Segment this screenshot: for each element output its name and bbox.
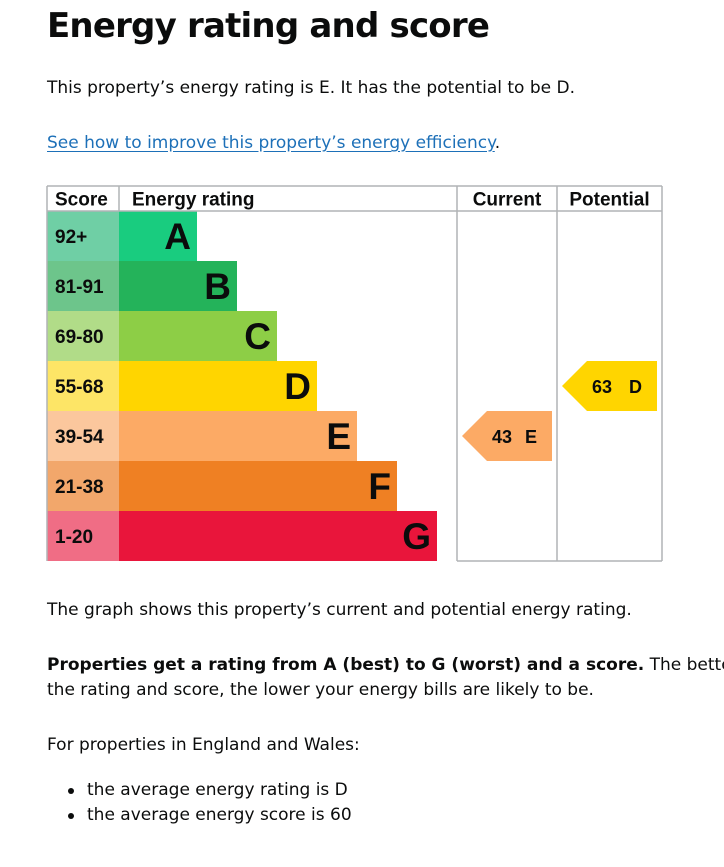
current-rating-letter: E xyxy=(525,427,537,447)
current-rating-score: 43 xyxy=(492,427,512,447)
score-range-d: 55-68 xyxy=(55,377,104,398)
score-range-e: 39-54 xyxy=(55,427,104,448)
score-cell-d xyxy=(47,361,119,411)
potential-rating-arrow xyxy=(562,361,657,411)
band-letter-c: C xyxy=(244,316,271,357)
band-letter-b: B xyxy=(204,266,231,307)
rating-summary: This property’s energy rating is E. It h… xyxy=(47,78,575,98)
rating-explanation-line2: the rating and score, the lower your ene… xyxy=(47,680,594,700)
header-energy-rating: Energy rating xyxy=(132,190,254,211)
potential-rating-letter: D xyxy=(629,377,642,397)
rating-explanation-rest: The better xyxy=(649,655,724,675)
score-range-f: 21-38 xyxy=(55,477,104,498)
rating-explanation: Properties get a rating from A (best) to… xyxy=(47,653,724,678)
score-cell-e xyxy=(47,411,119,461)
improve-paragraph: See how to improve this property’s energ… xyxy=(47,131,500,156)
band-bar-g xyxy=(119,511,437,561)
band-bar-e xyxy=(119,411,357,461)
improve-efficiency-link[interactable]: See how to improve this property’s energ… xyxy=(47,133,495,153)
rating-explanation-bold: Properties get a rating from A (best) to… xyxy=(47,655,645,675)
band-letter-f: F xyxy=(368,466,391,507)
band-bar-f xyxy=(119,461,397,511)
score-cell-a xyxy=(47,211,119,261)
score-cell-c xyxy=(47,311,119,361)
score-cell-f xyxy=(47,461,119,511)
header-current: Current xyxy=(473,190,542,211)
list-item: the average energy rating is D xyxy=(47,778,352,803)
band-bar-b xyxy=(119,261,237,311)
band-bar-d xyxy=(119,361,317,411)
band-letter-a: A xyxy=(164,216,191,257)
band-bar-a xyxy=(119,211,197,261)
energy-rating-chart: 92+ A 81-91 B 69-80 C 55-68 D 39-54 E 21-38 F 1-20 G S… xyxy=(46,185,663,562)
score-cell-g xyxy=(47,511,119,561)
potential-rating-score: 63 xyxy=(592,377,612,397)
page-title: Energy rating and score xyxy=(47,6,490,46)
current-rating-arrow xyxy=(462,411,552,461)
band-letter-e: E xyxy=(326,416,351,457)
average-intro: For properties in England and Wales: xyxy=(47,735,360,755)
header-score: Score xyxy=(55,190,108,211)
score-range-a: 92+ xyxy=(55,227,87,248)
score-range-c: 69-80 xyxy=(55,327,104,348)
graph-caption: The graph shows this property’s current … xyxy=(47,600,632,620)
average-list: the average energy rating is D the avera… xyxy=(47,778,352,828)
header-potential: Potential xyxy=(569,190,649,211)
band-bar-c xyxy=(119,311,277,361)
list-item: the average energy score is 60 xyxy=(47,803,352,828)
score-cell-b xyxy=(47,261,119,311)
band-letter-d: D xyxy=(284,366,311,407)
link-suffix: . xyxy=(494,133,501,153)
band-letter-g: G xyxy=(402,516,431,557)
score-range-b: 81-91 xyxy=(55,277,104,298)
score-range-g: 1-20 xyxy=(55,527,93,548)
